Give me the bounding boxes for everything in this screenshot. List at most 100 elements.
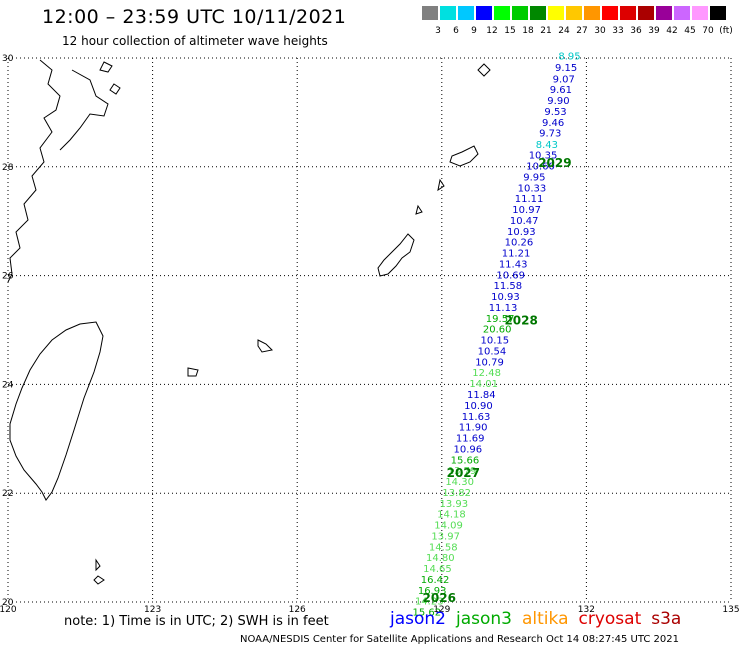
footnote: note: 1) Time is in UTC; 2) SWH is in fe… <box>64 614 329 629</box>
legend-swatch <box>440 6 456 20</box>
swh-reading: 10.69 <box>496 270 525 281</box>
legend-label: 24 <box>558 26 570 36</box>
swh-reading: 10.90 <box>464 401 493 412</box>
map-title: 12:00 – 23:59 UTC 10/11/2021 <box>42 6 347 28</box>
pass-number: 2029 <box>538 156 571 170</box>
legend-label: (ft) <box>719 26 733 36</box>
coastlines <box>7 59 491 585</box>
legend-swatch <box>710 6 726 20</box>
taiwan-coast <box>9 321 104 501</box>
swh-reading: 11.84 <box>467 390 496 401</box>
legend-swatch <box>530 6 546 20</box>
swh-reading: 10.33 <box>518 183 547 194</box>
swh-reading: 13.97 <box>431 531 460 542</box>
swh-reading: 20.60 <box>483 325 512 336</box>
swh-reading: 14.23 <box>415 597 444 608</box>
legend-swatch <box>638 6 654 20</box>
swh-reading: 14.58 <box>429 542 458 553</box>
swh-reading: 11.13 <box>489 303 518 314</box>
lat-tick-label: 20 <box>2 598 14 608</box>
satellite-name: jason2 <box>390 609 446 629</box>
legend-swatch <box>656 6 672 20</box>
credit-line: NOAA/NESDIS Center for Satellite Applica… <box>240 634 679 645</box>
swh-reading: 9.53 <box>544 107 566 118</box>
axis-tick-labels: 120 123 126 129 132 135 30 28 26 24 22 20 <box>0 54 740 615</box>
swh-reading: 10.26 <box>505 238 534 249</box>
swh-reading: 10.54 <box>478 346 507 357</box>
legend-swatch <box>512 6 528 20</box>
legend-swatch <box>674 6 690 20</box>
lat-tick-label: 28 <box>2 163 14 173</box>
lat-tick-label: 30 <box>2 54 14 64</box>
swh-reading: 19.57 <box>486 314 515 325</box>
lon-tick-label: 132 <box>578 605 595 615</box>
lat-tick-label: 24 <box>2 380 14 390</box>
lon-tick-label: 120 <box>0 605 17 615</box>
lat-lon-grid <box>7 57 732 603</box>
satellite-name: jason3 <box>456 609 512 629</box>
swh-reading: 11.69 <box>456 434 485 445</box>
swh-reading: 13.82 <box>442 488 471 499</box>
swh-reading: 10.97 <box>512 205 541 216</box>
zhoushan-islands <box>99 61 121 95</box>
legend-label: 39 <box>648 26 660 36</box>
legend-label: 3 <box>435 26 441 36</box>
pass-number: 2026 <box>423 591 456 605</box>
swh-reading: 10.79 <box>475 357 504 368</box>
legend-label: 36 <box>630 26 642 36</box>
swh-reading: 9.95 <box>523 172 545 183</box>
swh-reading: 11.21 <box>502 249 531 260</box>
lat-tick-label: 22 <box>2 489 13 499</box>
china-coast-inner <box>59 69 109 151</box>
lon-tick-label: 123 <box>144 605 161 615</box>
legend-label: 15 <box>504 26 516 36</box>
legend-swatch <box>692 6 708 20</box>
swh-reading: 9.61 <box>550 85 572 96</box>
tokara-islands <box>415 178 445 215</box>
swh-reading: 15.62 <box>413 608 442 619</box>
legend-label: 42 <box>666 26 678 36</box>
legend-label: 9 <box>471 26 477 36</box>
pass-number: 2028 <box>504 314 537 328</box>
legend-swatch <box>476 6 492 20</box>
legend-swatch <box>566 6 582 20</box>
miyako-coast <box>187 367 199 377</box>
swh-reading: 9.90 <box>547 96 569 107</box>
legend-label: 70 <box>702 26 714 36</box>
swh-reading: 10.93 <box>507 227 536 238</box>
swh-reading: 9.73 <box>539 128 561 139</box>
swh-reading: 11.11 <box>515 194 544 205</box>
swh-reading: 14.30 <box>445 477 474 488</box>
swh-reading: 10.96 <box>454 444 483 455</box>
map-subtitle: 12 hour collection of altimeter wave hei… <box>62 34 328 48</box>
pass-number: 2027 <box>447 466 480 480</box>
satellite-key: jason2 jason3 altika cryosat s3a <box>390 609 691 629</box>
swh-reading: 11.43 <box>499 259 528 270</box>
swh-reading: 14.01 <box>469 379 498 390</box>
swh-reading: 16.93 <box>418 586 447 597</box>
swh-reading: 14.18 <box>437 510 466 521</box>
lat-tick-label: 26 <box>2 272 14 282</box>
pass-labels: 2029 2028 2027 2026 <box>423 156 572 605</box>
legend-swatch <box>620 6 636 20</box>
swh-reading: 15.66 <box>451 455 480 466</box>
legend-swatch <box>602 6 618 20</box>
legend-label: 45 <box>684 26 696 36</box>
legend-label: 33 <box>612 26 624 36</box>
altimeter-track: 8.959.159.079.619.909.539.469.738.4310.3… <box>413 52 581 619</box>
yakushima-coast <box>477 63 491 77</box>
legend-swatch <box>494 6 510 20</box>
swh-reading: 10.60 <box>526 162 555 173</box>
swh-reading: 10.47 <box>510 216 539 227</box>
swh-reading: 9.07 <box>553 74 575 85</box>
swh-reading: 9.46 <box>542 118 564 129</box>
legend-label: 21 <box>540 26 552 36</box>
swh-reading: 8.43 <box>536 140 558 151</box>
batanes-islands <box>93 558 105 585</box>
legend-swatch <box>458 6 474 20</box>
swh-reading: 14.65 <box>423 564 452 575</box>
legend-swatch <box>548 6 564 20</box>
swh-reading: 16.42 <box>421 575 450 586</box>
swh-reading: 14.09 <box>434 521 463 532</box>
lon-tick-label: 126 <box>289 605 306 615</box>
